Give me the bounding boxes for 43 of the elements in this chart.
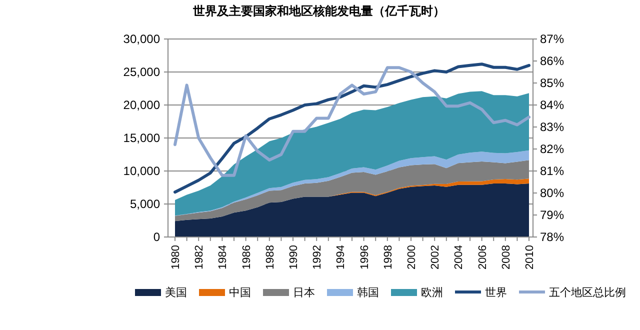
chart-title: 世界及主要国家和地区核能发电量（亿千瓦时） bbox=[192, 4, 445, 18]
x-tick-label: 1996 bbox=[358, 245, 371, 270]
y-tick-label: 0 bbox=[153, 230, 160, 244]
y-tick-label: 5,000 bbox=[130, 197, 160, 211]
y-tick-label: 15,000 bbox=[123, 131, 160, 145]
y2-tick-label: 87% bbox=[540, 32, 564, 46]
x-tick-label: 1992 bbox=[312, 245, 324, 270]
y2-tick-label: 83% bbox=[540, 120, 564, 134]
x-tick-label: 2010 bbox=[524, 245, 536, 270]
legend-label: 日本 bbox=[293, 286, 315, 299]
legend-label: 欧洲 bbox=[421, 286, 443, 299]
x-tick-label: 1982 bbox=[194, 245, 206, 270]
y-tick-label: 30,000 bbox=[123, 32, 160, 46]
x-tick-label: 1998 bbox=[382, 245, 394, 270]
y2-tick-label: 84% bbox=[540, 98, 564, 112]
x-tick-label: 2002 bbox=[430, 245, 442, 270]
y-tick-label: 10,000 bbox=[123, 164, 160, 178]
legend-label: 美国 bbox=[165, 286, 187, 299]
legend-label: 五个地区总比例 bbox=[549, 286, 626, 299]
x-tick-label: 1986 bbox=[240, 245, 253, 270]
y2-tick-label: 81% bbox=[540, 164, 564, 178]
x-tick-label: 1984 bbox=[217, 245, 230, 270]
line-series bbox=[174, 62, 530, 194]
x-tick-label: 1990 bbox=[288, 245, 300, 270]
y2-tick-label: 79% bbox=[540, 208, 564, 222]
legend-label: 韩国 bbox=[357, 286, 379, 299]
x-tick-label: 2008 bbox=[500, 245, 512, 270]
y2-tick-label: 78% bbox=[540, 230, 564, 244]
x-tick-label: 2004 bbox=[453, 245, 466, 270]
y2-tick-label: 85% bbox=[540, 76, 564, 90]
x-tick-label: 2006 bbox=[476, 245, 489, 270]
x-tick-label: 1994 bbox=[335, 245, 348, 270]
y-tick-label: 20,000 bbox=[123, 98, 160, 112]
y2-tick-label: 80% bbox=[540, 186, 564, 200]
y-tick-label: 25,000 bbox=[123, 65, 160, 79]
x-tick-label: 1980 bbox=[170, 245, 182, 270]
y2-tick-label: 82% bbox=[540, 142, 564, 156]
y2-tick-label: 86% bbox=[540, 54, 564, 68]
x-tick-label: 1988 bbox=[264, 245, 276, 270]
line-series bbox=[174, 66, 530, 177]
legend-label: 中国 bbox=[229, 286, 251, 299]
legend-label: 世界 bbox=[485, 286, 507, 299]
x-tick-label: 2000 bbox=[406, 245, 418, 270]
